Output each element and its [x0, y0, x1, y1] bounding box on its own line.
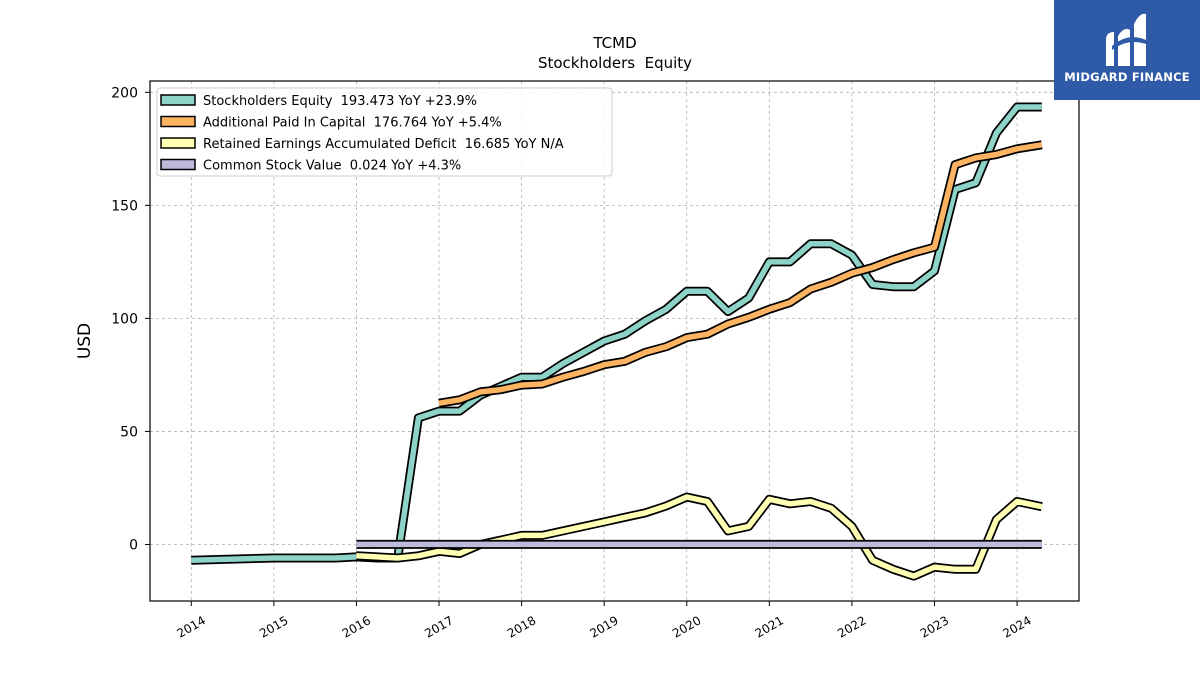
x-tick-label: 2022: [835, 613, 868, 640]
x-tick-label: 2024: [1000, 613, 1033, 640]
legend-label: Common Stock Value 0.024 YoY +4.3%: [203, 159, 461, 174]
plot-frame: [149, 80, 1080, 602]
x-tick-label: 2017: [422, 613, 455, 640]
series-line: [438, 142, 1043, 406]
x-tick-label: 2019: [587, 613, 620, 640]
series-1: [438, 140, 1043, 408]
y-axis-label: USD: [75, 323, 95, 359]
series-line: [191, 104, 1042, 564]
x-tick-label: 2016: [340, 613, 373, 640]
legend-swatch: [160, 94, 196, 106]
series-0: [191, 102, 1042, 565]
x-tick-label: 2018: [505, 613, 538, 640]
series-line-outline: [356, 492, 1043, 581]
x-tick-label: 2014: [175, 613, 208, 640]
y-tick-label: 100: [111, 311, 138, 327]
midgard-logo-icon: [1106, 13, 1146, 66]
y-tick-label: 150: [111, 198, 138, 214]
legend-swatch: [160, 115, 196, 128]
chart-subtitle: Stockholders Equity: [538, 54, 692, 72]
legend-label: Additional Paid In Capital 176.764 YoY +…: [203, 116, 502, 131]
y-tick-label: 0: [129, 537, 138, 553]
legend-label: Retained Earnings Accumulated Deficit 16…: [203, 137, 564, 152]
chart-title: TCMD: [592, 34, 636, 52]
x-tick-label: 2021: [753, 613, 786, 640]
legend-label: Stockholders Equity 193.473 YoY +23.9%: [203, 94, 477, 109]
series-2: [356, 492, 1043, 581]
x-tick-label: 2023: [918, 613, 951, 640]
series-lines: [191, 102, 1043, 581]
brand-name: MIDGARD FINANCE: [1064, 70, 1190, 84]
legend-box: [156, 87, 613, 177]
legend-swatch: [160, 137, 196, 149]
x-tick-label: 2015: [257, 613, 290, 640]
y-tick-label: 50: [120, 424, 138, 440]
legend-swatch: [160, 158, 196, 171]
brand-logo: MIDGARD FINANCE: [1054, 0, 1200, 100]
legend: Stockholders Equity 193.473 YoY +23.9% Ad…: [156, 87, 613, 177]
y-tick-label: 200: [111, 85, 138, 101]
x-tick-label: 2020: [670, 613, 703, 640]
